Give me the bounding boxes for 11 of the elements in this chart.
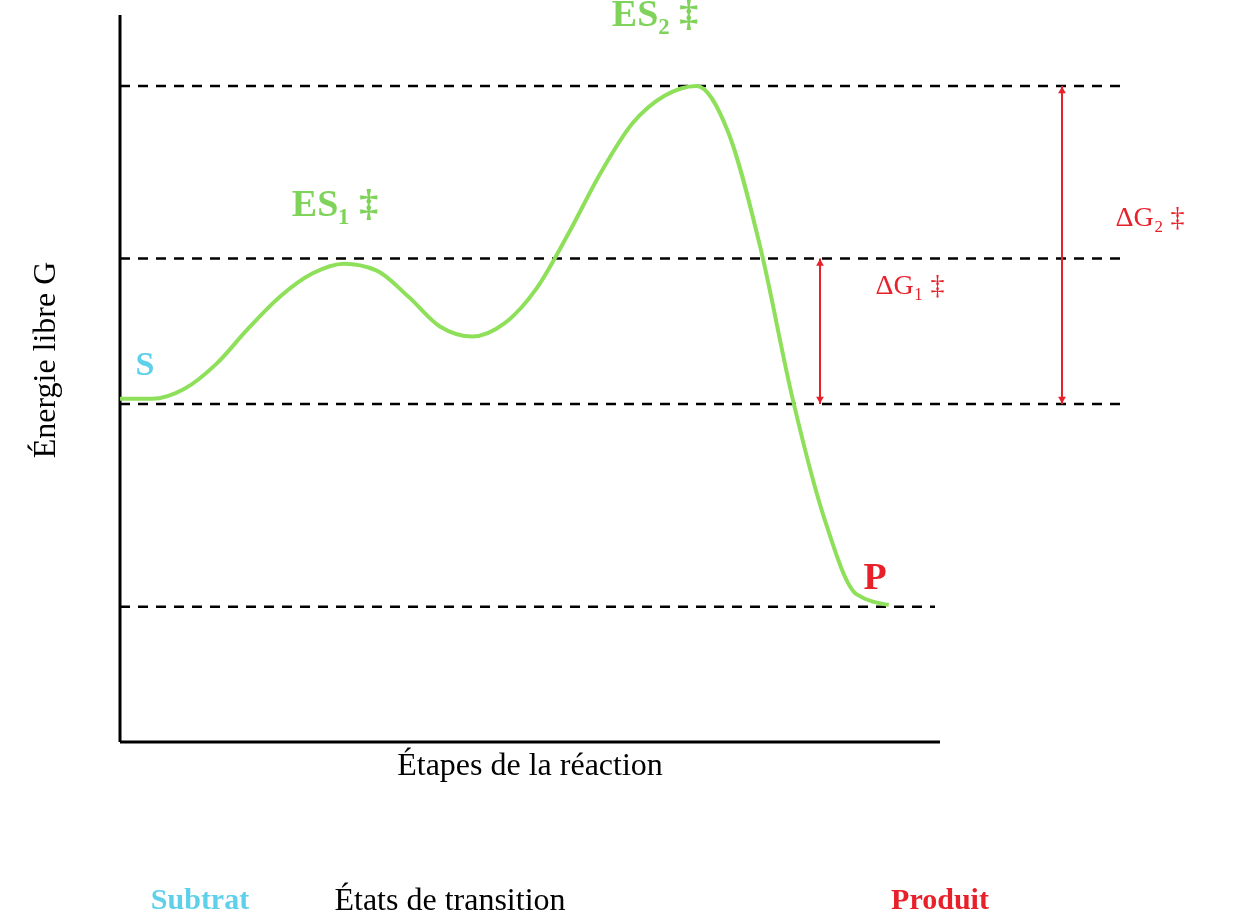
- text: ES₂ ‡: [611, 0, 699, 34]
- annotation: ΔG₁ ‡: [875, 269, 945, 300]
- text: Subtrat: [150, 882, 250, 915]
- text: États de transition: [334, 881, 566, 917]
- annotation: P: [863, 555, 887, 597]
- x-axis-title: Étapes de la réaction: [397, 746, 663, 782]
- annotation: S: [135, 345, 155, 382]
- text: Produit: [891, 882, 989, 915]
- annotation: ES₁ ‡: [291, 182, 379, 224]
- y-axis-title: Énergie libre G: [26, 261, 62, 459]
- text: ΔG₂ ‡: [1115, 201, 1185, 232]
